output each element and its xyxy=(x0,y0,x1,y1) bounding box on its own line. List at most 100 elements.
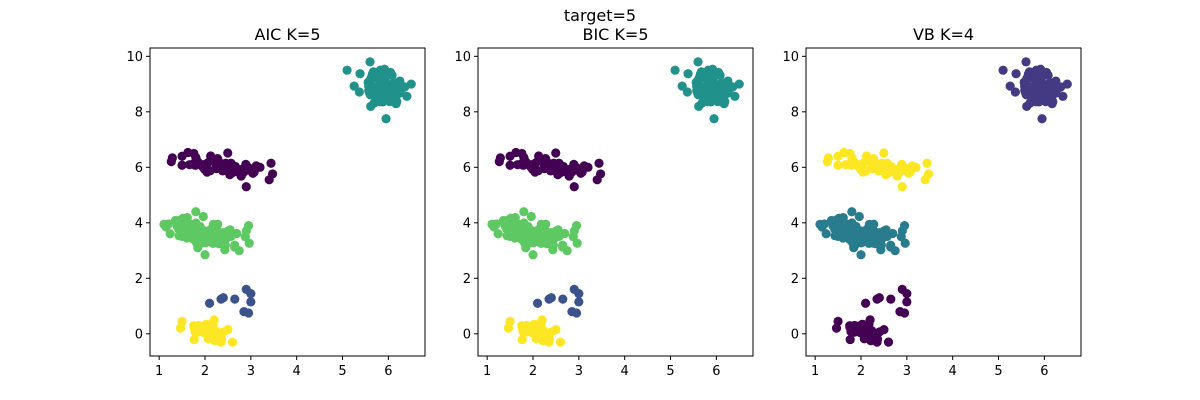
scatter-point xyxy=(191,207,201,217)
scatter-point xyxy=(555,337,566,347)
scatter-point xyxy=(860,298,871,308)
scatter-point xyxy=(208,319,218,329)
x-tick-label: 3 xyxy=(903,364,911,379)
scatter-point xyxy=(206,151,216,161)
scatter-point xyxy=(1029,86,1040,96)
scatter-point xyxy=(574,288,584,299)
scatter-point xyxy=(165,229,175,239)
scatter-point xyxy=(897,182,907,192)
scatter-point xyxy=(227,337,238,347)
x-tick-label: 5 xyxy=(994,364,1002,379)
scatter-point xyxy=(177,160,187,170)
scatter-point xyxy=(900,238,910,248)
scatter-point xyxy=(223,226,233,236)
scatter-point xyxy=(701,86,712,96)
scatter-point xyxy=(349,81,359,91)
scatter-point xyxy=(856,250,866,260)
scatter-point xyxy=(215,228,225,238)
scatter-point xyxy=(161,222,171,232)
scatter-point xyxy=(998,65,1008,75)
scatter-point xyxy=(1043,70,1053,81)
scatter-point xyxy=(1037,114,1047,124)
y-tick-label: 0 xyxy=(791,327,799,342)
scatter-point xyxy=(922,158,932,168)
scatter-point xyxy=(526,211,536,222)
scatter-point xyxy=(1037,82,1047,92)
scatter-point xyxy=(888,228,898,239)
scatter-point xyxy=(241,182,251,192)
scatter-point xyxy=(381,114,391,124)
axes-frame xyxy=(805,47,1082,357)
scatter-point xyxy=(505,160,515,170)
x-tick-label: 6 xyxy=(712,364,720,379)
scatter-point xyxy=(911,162,921,172)
scatter-point xyxy=(1036,72,1046,82)
scatter-point xyxy=(216,337,226,347)
scatter-point xyxy=(489,222,499,232)
scatter-point xyxy=(734,79,744,89)
scatter-point xyxy=(558,294,568,304)
scatter-point xyxy=(210,237,220,247)
scatter-point xyxy=(1010,87,1020,97)
x-tick-label: 6 xyxy=(384,364,392,379)
scatter-point xyxy=(503,323,514,333)
scatter-point xyxy=(1035,64,1046,74)
x-tick-label: 1 xyxy=(811,364,819,379)
scatter-point xyxy=(886,240,896,250)
subplot-title: VB K=4 xyxy=(913,25,974,44)
scatter-point xyxy=(243,308,254,318)
scatter-point xyxy=(493,229,503,239)
scatter-point xyxy=(847,207,857,217)
scatter-point xyxy=(544,337,554,347)
scatter-point xyxy=(193,243,203,253)
subplot-2: 1 2 3 4 5 6 0 2 4 6 8 10 BIC K=5 xyxy=(454,25,754,379)
scatter-point xyxy=(864,219,874,229)
x-tick-label: 4 xyxy=(621,364,629,379)
scatter-point xyxy=(594,158,604,168)
scatter-point xyxy=(592,175,602,185)
scatter-point xyxy=(883,337,894,347)
scatter-point xyxy=(533,166,543,176)
scatter-point xyxy=(186,222,196,232)
scatter-point xyxy=(246,288,256,299)
scatter-point xyxy=(879,148,889,158)
scatter-point xyxy=(713,97,723,107)
scatter-point xyxy=(1011,69,1021,79)
scatter-point xyxy=(543,228,553,238)
scatter-point xyxy=(220,245,230,255)
scatter-point xyxy=(1051,76,1061,86)
x-tick-label: 5 xyxy=(338,364,346,379)
scatter-point xyxy=(519,207,529,217)
y-tick-label: 2 xyxy=(463,272,471,287)
scatter-point xyxy=(380,72,390,82)
scatter-point xyxy=(1021,57,1031,67)
scatter-point xyxy=(175,323,186,333)
scatter-point xyxy=(177,151,187,161)
axes-frame xyxy=(149,47,426,357)
x-tick-label: 5 xyxy=(666,364,674,379)
y-tick-label: 2 xyxy=(791,272,799,287)
scatter-point xyxy=(693,57,703,67)
scatter-point xyxy=(560,228,570,239)
scatter-point xyxy=(379,64,390,74)
scatter-point xyxy=(385,97,395,107)
y-tick-label: 4 xyxy=(135,216,143,231)
scatter-point xyxy=(204,298,215,308)
scatter-point xyxy=(723,88,733,98)
scatter-point xyxy=(532,298,543,308)
x-tick-label: 4 xyxy=(949,364,957,379)
y-tick-label: 10 xyxy=(454,50,471,65)
scatter-point xyxy=(831,323,842,333)
scatter-point xyxy=(569,182,579,192)
scatter-point xyxy=(715,70,725,81)
scatter-point xyxy=(184,160,195,170)
scatter-point xyxy=(1041,97,1051,107)
scatter-point xyxy=(177,316,187,326)
scatter-point xyxy=(505,230,515,240)
scatter-point xyxy=(899,220,910,231)
scatter-point xyxy=(821,229,831,239)
scatter-point xyxy=(172,221,182,231)
scatter-point xyxy=(874,162,884,172)
scatter-point xyxy=(572,238,582,248)
